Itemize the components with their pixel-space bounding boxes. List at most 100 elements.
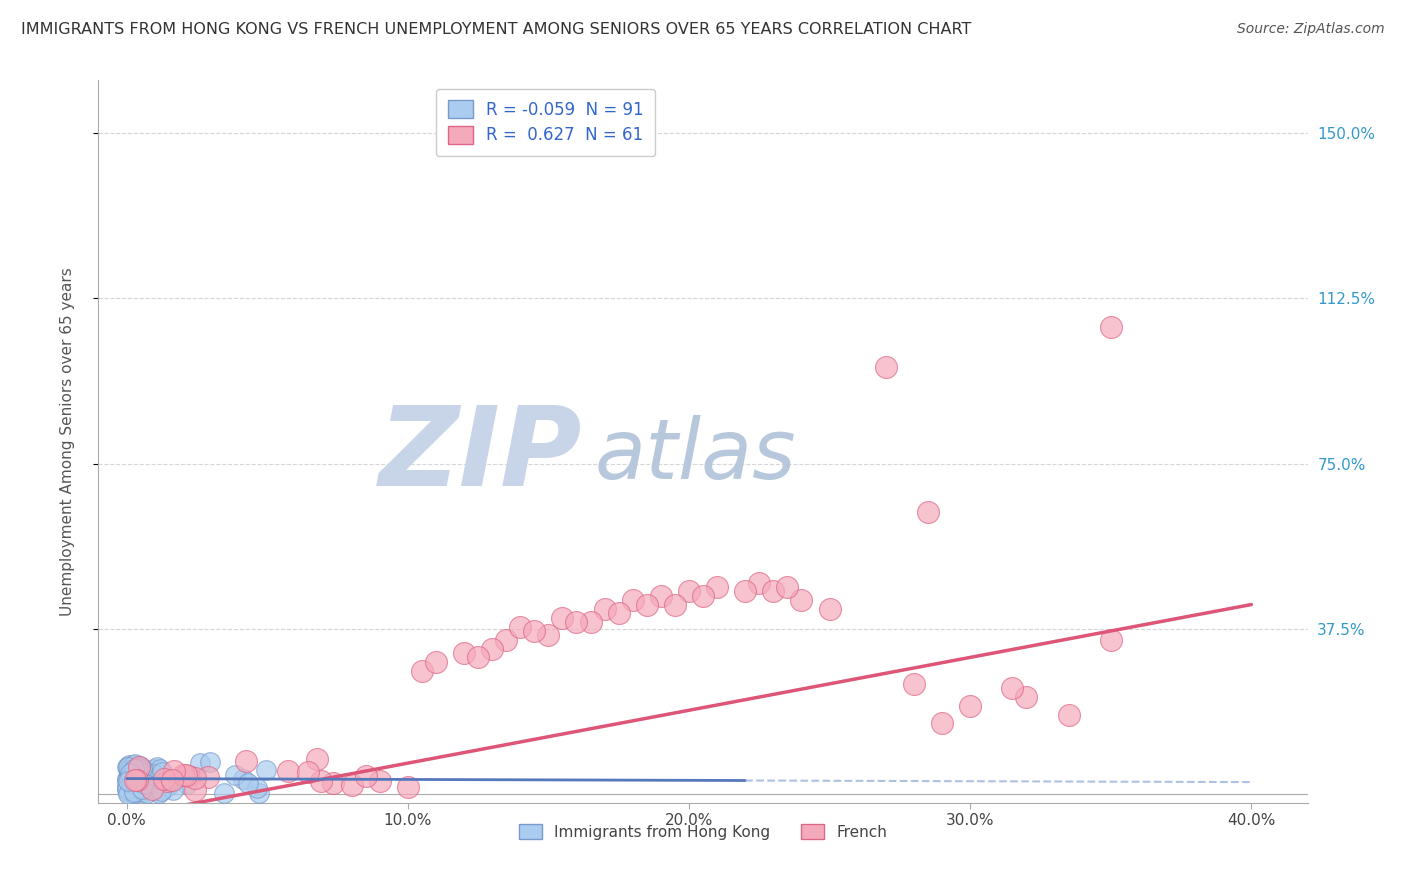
Point bbox=[129, 780, 152, 794]
Point bbox=[128, 760, 150, 774]
Point bbox=[593, 602, 616, 616]
Point bbox=[124, 756, 146, 771]
Point bbox=[396, 780, 419, 795]
Point bbox=[124, 780, 146, 795]
Point bbox=[127, 763, 149, 777]
Point bbox=[118, 764, 141, 779]
Point bbox=[122, 786, 145, 800]
Point bbox=[128, 771, 150, 785]
Point bbox=[307, 752, 329, 766]
Point bbox=[368, 773, 391, 788]
Point bbox=[607, 607, 630, 621]
Point bbox=[121, 763, 143, 777]
Point bbox=[748, 575, 770, 590]
Point bbox=[131, 782, 153, 797]
Point bbox=[115, 779, 138, 793]
Point bbox=[180, 769, 202, 783]
Point bbox=[115, 781, 138, 796]
Point bbox=[125, 772, 148, 787]
Point bbox=[184, 771, 207, 785]
Point bbox=[818, 602, 841, 616]
Text: ZIP: ZIP bbox=[378, 402, 582, 509]
Point bbox=[142, 762, 165, 776]
Point bbox=[122, 762, 145, 776]
Point bbox=[124, 774, 146, 789]
Point bbox=[238, 776, 260, 790]
Point bbox=[1001, 681, 1024, 696]
Point bbox=[124, 763, 146, 777]
Point bbox=[122, 783, 145, 797]
Legend: Immigrants from Hong Kong, French: Immigrants from Hong Kong, French bbox=[513, 818, 893, 846]
Point bbox=[122, 785, 145, 799]
Point bbox=[425, 655, 447, 669]
Point bbox=[131, 760, 153, 774]
Point bbox=[124, 776, 146, 790]
Point bbox=[150, 764, 173, 779]
Point bbox=[176, 777, 198, 791]
Point bbox=[340, 778, 363, 792]
Point bbox=[1099, 632, 1122, 647]
Point bbox=[224, 768, 246, 782]
Point bbox=[134, 777, 156, 791]
Point bbox=[875, 359, 897, 374]
Point bbox=[122, 776, 145, 790]
Point bbox=[132, 785, 155, 799]
Point bbox=[115, 781, 138, 796]
Point bbox=[125, 772, 148, 787]
Point bbox=[246, 780, 269, 795]
Point bbox=[537, 628, 560, 642]
Point bbox=[118, 770, 141, 784]
Point bbox=[122, 787, 145, 801]
Point bbox=[163, 764, 186, 779]
Point bbox=[495, 632, 517, 647]
Point bbox=[621, 593, 644, 607]
Point bbox=[120, 766, 142, 780]
Point bbox=[692, 589, 714, 603]
Point bbox=[1099, 320, 1122, 334]
Point bbox=[159, 778, 181, 792]
Point bbox=[129, 759, 152, 773]
Point bbox=[235, 754, 257, 768]
Text: IMMIGRANTS FROM HONG KONG VS FRENCH UNEMPLOYMENT AMONG SENIORS OVER 65 YEARS COR: IMMIGRANTS FROM HONG KONG VS FRENCH UNEM… bbox=[21, 22, 972, 37]
Point bbox=[311, 774, 333, 789]
Point bbox=[129, 777, 152, 791]
Point bbox=[523, 624, 546, 638]
Point bbox=[188, 756, 211, 771]
Point bbox=[678, 584, 700, 599]
Point bbox=[551, 611, 574, 625]
Point bbox=[117, 773, 139, 788]
Point bbox=[128, 780, 150, 794]
Point bbox=[122, 758, 145, 772]
Point bbox=[174, 768, 197, 782]
Point bbox=[121, 769, 143, 783]
Point bbox=[453, 646, 475, 660]
Point bbox=[120, 770, 142, 784]
Point bbox=[117, 774, 139, 789]
Point bbox=[124, 781, 146, 796]
Point bbox=[277, 764, 299, 778]
Point bbox=[121, 764, 143, 778]
Point bbox=[118, 764, 141, 779]
Point bbox=[1057, 707, 1080, 722]
Point bbox=[120, 761, 142, 775]
Point bbox=[184, 783, 207, 797]
Point bbox=[790, 593, 813, 607]
Point bbox=[156, 773, 179, 788]
Point bbox=[128, 773, 150, 788]
Point bbox=[125, 762, 148, 776]
Point bbox=[121, 774, 143, 789]
Point bbox=[177, 769, 200, 783]
Point bbox=[762, 584, 785, 599]
Point bbox=[117, 787, 139, 801]
Point bbox=[706, 580, 728, 594]
Point bbox=[172, 768, 194, 782]
Point bbox=[128, 761, 150, 775]
Point bbox=[197, 770, 219, 784]
Point bbox=[931, 716, 953, 731]
Point bbox=[650, 589, 672, 603]
Point bbox=[117, 772, 139, 786]
Point bbox=[118, 758, 141, 772]
Point bbox=[153, 781, 176, 796]
Y-axis label: Unemployment Among Seniors over 65 years: Unemployment Among Seniors over 65 years bbox=[60, 268, 75, 615]
Point bbox=[129, 773, 152, 788]
